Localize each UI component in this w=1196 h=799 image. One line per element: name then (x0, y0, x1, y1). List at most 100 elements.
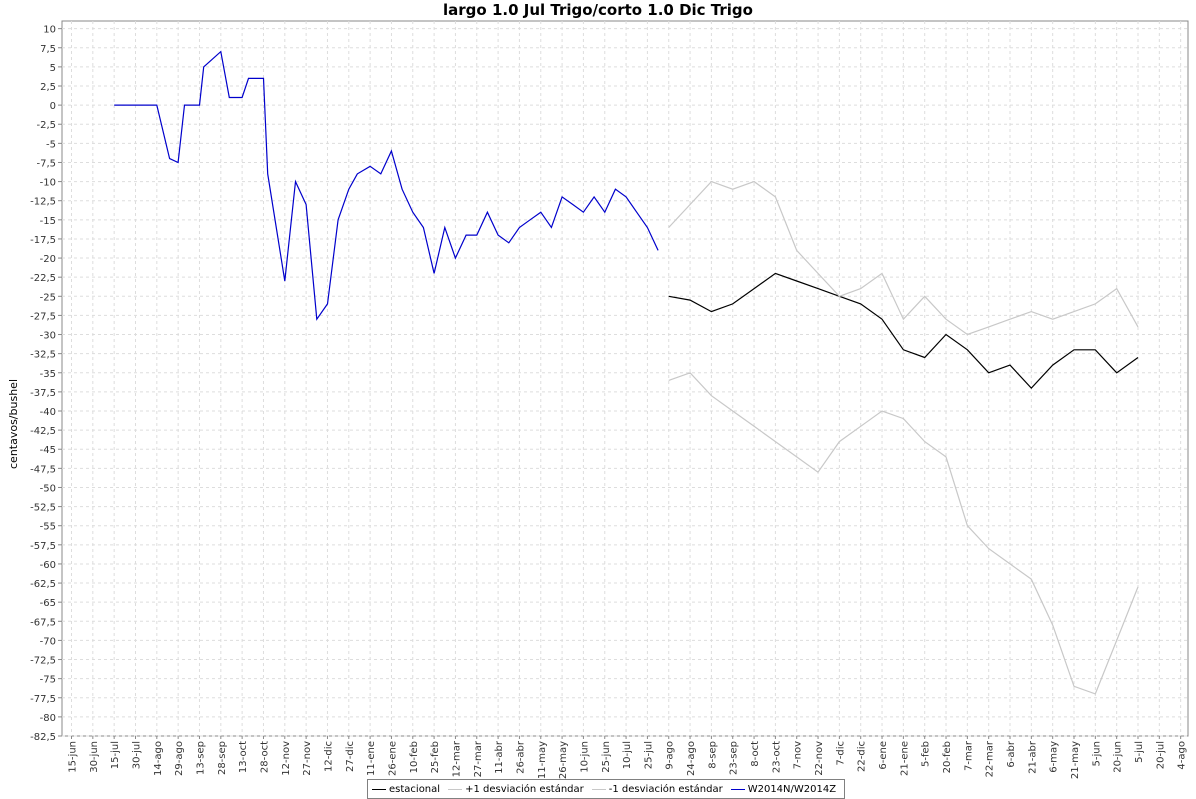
x-tick-label: 23-oct (771, 741, 782, 773)
x-tick-label: 25-jul (643, 741, 654, 769)
series-line-2 (668, 372, 1139, 695)
y-tick-label: -2,5 (36, 120, 56, 131)
x-tick-label: 6-may (1049, 741, 1060, 773)
series-line-1 (668, 180, 1139, 336)
legend: estacional +1 desviación estándar -1 desvi… (367, 779, 846, 799)
x-tick-label: 5-jul (1134, 741, 1145, 763)
x-tick-label: 20-feb (942, 741, 953, 773)
y-tick-label: -7,5 (36, 158, 56, 169)
x-tick-label: 14-ago (153, 741, 164, 776)
y-tick-label: -82,5 (30, 732, 56, 743)
y-tick-label: -52,5 (30, 503, 56, 514)
y-tick-label: -62,5 (30, 579, 56, 590)
y-tick-label: -30 (40, 331, 56, 342)
legend-label: estacional (389, 783, 441, 795)
x-tick-label: 13-oct (238, 741, 249, 773)
x-tick-label: 21-may (1070, 741, 1081, 779)
x-tick-label: 15-jul (110, 741, 121, 769)
x-tick-label: 5-jun (1091, 741, 1102, 766)
y-tick-label: -22,5 (30, 273, 56, 284)
x-tick-label: 11-may (537, 741, 548, 779)
x-tick-label: 27-mar (473, 740, 484, 777)
y-tick-label: 2,5 (40, 82, 56, 93)
x-tick-label: 10-jul (622, 741, 633, 769)
x-tick-label: 8-oct (750, 741, 761, 767)
legend-item: -1 desviación estándar (590, 784, 723, 795)
x-tick-label: 27-nov (302, 741, 313, 776)
x-tick-label: 15-jun (68, 741, 79, 773)
series-line-0 (668, 272, 1139, 389)
y-tick-label: -40 (40, 407, 56, 418)
y-tick-label: -60 (40, 560, 56, 571)
x-tick-label: 24-ago (686, 741, 697, 776)
x-tick-label: 29-ago (174, 741, 185, 776)
y-tick-label: -50 (40, 483, 56, 494)
y-tick-label: -75 (40, 675, 56, 686)
y-tick-label: -80 (40, 713, 56, 724)
legend-line-swatch (372, 788, 386, 790)
y-tick-label: -12,5 (30, 197, 56, 208)
x-tick-label: 12-nov (281, 741, 292, 776)
x-tick-label: 12-dic (323, 741, 334, 772)
y-tick-label: -37,5 (30, 388, 56, 399)
plot-area (61, 20, 1189, 737)
legend-label: -1 desviación estándar (608, 783, 723, 795)
x-tick-label: 6-ene (878, 741, 889, 770)
x-tick-label: 20-jul (1155, 741, 1166, 769)
x-tick-label: 25-jun (601, 741, 612, 773)
series-line-3 (114, 50, 659, 321)
y-tick-label: 5 (50, 63, 56, 74)
x-tick-label: 6-abr (1006, 740, 1017, 767)
y-tick-label: -17,5 (30, 235, 56, 246)
x-tick-label: 5-feb (921, 741, 932, 767)
x-tick-label: 13-sep (195, 741, 206, 775)
legend-item: W2014N/W2014Z (729, 784, 836, 795)
y-tick-label: -5 (46, 139, 56, 150)
legend-line-swatch (448, 788, 463, 790)
x-tick-label: 21-ene (899, 741, 910, 776)
y-tick-label: 7,5 (40, 44, 56, 55)
x-tick-label: 11-ene (366, 741, 377, 776)
x-tick-label: 8-sep (707, 741, 718, 769)
legend-label: W2014N/W2014Z (747, 783, 837, 795)
y-tick-label: -25 (40, 292, 56, 303)
x-tick-label: 9-ago (665, 741, 676, 770)
legend-line-swatch (730, 788, 745, 790)
x-tick-label: 25-feb (430, 741, 441, 773)
y-tick-label: -10 (40, 178, 56, 189)
x-tick-label: 12-mar (451, 740, 462, 777)
legend-item: estacional (370, 784, 440, 795)
x-tick-label: 11-abr (494, 740, 505, 774)
x-tick-label: 22-dic (857, 741, 868, 772)
y-tick-label: -55 (40, 522, 56, 533)
y-tick-label: -70 (40, 636, 56, 647)
x-tick-label: 7-mar (963, 740, 974, 771)
y-tick-label: -42,5 (30, 426, 56, 437)
y-tick-label: -67,5 (30, 617, 56, 628)
x-tick-label: 27-dic (345, 741, 356, 772)
y-tick-label: -72,5 (30, 656, 56, 667)
x-tick-label: 26-abr (515, 740, 526, 774)
x-tick-label: 20-jun (1113, 741, 1124, 773)
legend-item: +1 desviación estándar (446, 784, 584, 795)
y-tick-label: -15 (40, 216, 56, 227)
x-tick-label: 21-abr (1027, 740, 1038, 774)
x-tick-label: 28-oct (259, 741, 270, 773)
y-tick-label: -35 (40, 369, 56, 380)
y-tick-label: 0 (50, 101, 56, 112)
y-tick-label: -20 (40, 254, 56, 265)
legend-label: +1 desviación estándar (465, 783, 584, 795)
x-tick-label: 10-jun (579, 741, 590, 773)
y-tick-label: 10 (43, 25, 56, 36)
legend-line-swatch (591, 788, 606, 790)
x-tick-label: 30-jul (131, 741, 142, 769)
line-chart: 10 7,5 5 2,5 0 -2,5 -5 -7,5 -10 -12,5 -15 -17,5 -20 -… (30, 20, 1189, 779)
x-tick-label: 30-jun (89, 741, 100, 773)
x-tick-label: 26-ene (387, 741, 398, 776)
y-tick-label: -32,5 (30, 350, 56, 361)
x-tick-label: 26-may (558, 741, 569, 779)
y-tick-label: -45 (40, 445, 56, 456)
x-tick-label: 22-mar (985, 740, 996, 777)
x-tick-label: 7-nov (793, 741, 804, 769)
y-tick-label: -65 (40, 598, 56, 609)
